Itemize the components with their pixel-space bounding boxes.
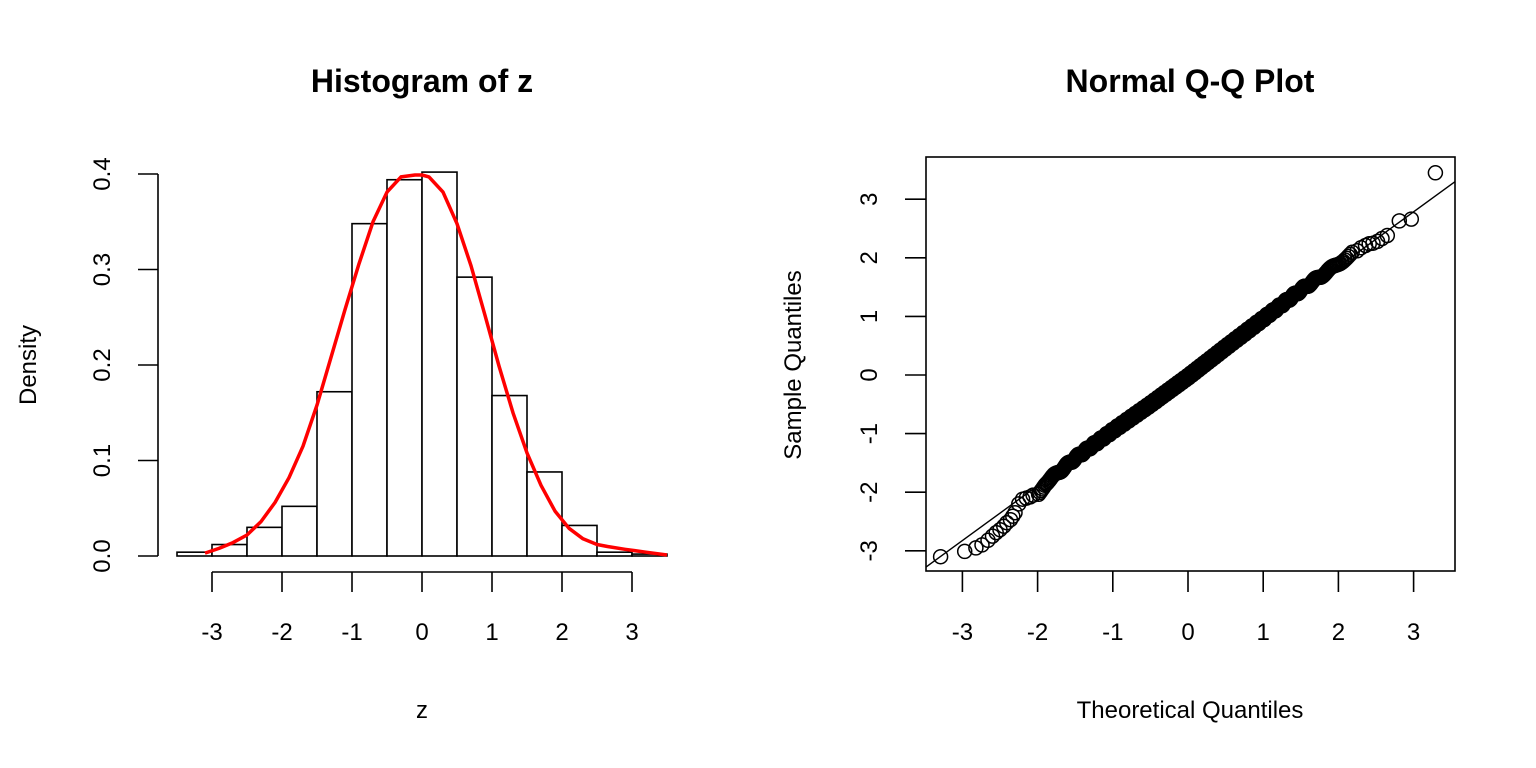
histogram-y-tick-label: 0.1	[89, 444, 116, 477]
histogram-x-tick-label: 1	[485, 619, 498, 646]
qq-x-tick-label: 1	[1257, 619, 1270, 646]
qq-x-label: Theoretical Quantiles	[1077, 697, 1304, 724]
histogram-panel: Histogram of z -3 -2 -1 0 1 2 3 0.00.10.20.30.…	[15, 63, 668, 724]
qq-y-tick-label: 3	[856, 193, 883, 206]
qq-y-tick-label: 1	[856, 310, 883, 323]
histogram-bars	[176, 171, 668, 557]
histogram-bar	[491, 394, 528, 557]
histogram-bar	[421, 171, 458, 557]
histogram-bar	[596, 551, 633, 557]
qq-point	[1340, 248, 1357, 265]
qq-point	[1025, 487, 1041, 503]
qq-x-tick-label: 2	[1332, 619, 1345, 646]
histogram-title: Histogram of z	[311, 63, 533, 99]
density-curve	[204, 173, 668, 557]
qq-point	[1005, 508, 1021, 524]
qq-point	[1007, 504, 1023, 521]
histogram-bar	[281, 505, 318, 557]
histogram-x-tick-label: -1	[341, 619, 362, 646]
histogram-y-tick-label: 0.0	[89, 539, 116, 572]
histogram-bar	[246, 526, 283, 557]
qq-point	[1391, 213, 1408, 229]
qq-y-tick-label: 2	[856, 251, 883, 264]
qq-y-tick-label: -3	[856, 540, 883, 561]
qq-x-axis: -3 -2 -1 0 1 2 3	[952, 571, 1420, 646]
qq-x-tick-label: -2	[1027, 619, 1048, 646]
qq-x-tick-label: 0	[1181, 619, 1194, 646]
histogram-x-tick-label: -3	[201, 619, 222, 646]
histogram-bar	[386, 178, 423, 557]
histogram-y-axis: 0.0 0.1 0.2 0.3 0.4	[89, 157, 159, 573]
qq-reference-line	[925, 181, 1456, 568]
histogram-x-tick-label: 3	[625, 619, 638, 646]
qq-x-tick-label: 3	[1407, 619, 1420, 646]
qq-point	[980, 532, 996, 549]
qq-x-tick-label: -3	[952, 619, 973, 646]
qq-y-tick-label: -2	[856, 482, 883, 503]
qq-point	[1349, 243, 1365, 259]
qq-y-tick-label: -1	[856, 423, 883, 444]
histogram-x-axis: -3 -2 -1 0 1 2 3	[201, 571, 639, 646]
histogram-x-tick-label: 2	[555, 619, 568, 646]
qq-y-tick-label: 0	[856, 368, 883, 381]
qq-point	[1338, 250, 1355, 267]
qq-x-tick-label: -1	[1102, 619, 1123, 646]
histogram-y-tick-label: 0.4	[89, 157, 116, 190]
qq-y-axis: -3 -2 -1 0 1 2 3	[856, 193, 926, 561]
histogram-y-tick-label: 0.3	[89, 253, 116, 286]
qq-point	[956, 543, 973, 560]
qq-y-label: Sample Quantiles	[780, 270, 807, 459]
qq-point	[1427, 165, 1444, 181]
qq-plot-frame	[925, 156, 1456, 572]
qq-title: Normal Q-Q Plot	[1066, 63, 1315, 99]
qq-point	[932, 548, 949, 565]
histogram-x-tick-label: -2	[271, 619, 292, 646]
histogram-x-tick-label: 0	[415, 619, 428, 646]
histogram-x-label: z	[416, 697, 428, 724]
qq-points	[932, 165, 1444, 565]
histogram-y-label: Density	[15, 325, 42, 405]
qq-panel: Normal Q-Q Plot -3 -2 -1 0 1 2 3 -3 -2 -1 0 1 2 3 Th…	[780, 63, 1456, 724]
histogram-y-tick-label: 0.2	[89, 348, 116, 381]
histogram-bar	[316, 390, 353, 557]
